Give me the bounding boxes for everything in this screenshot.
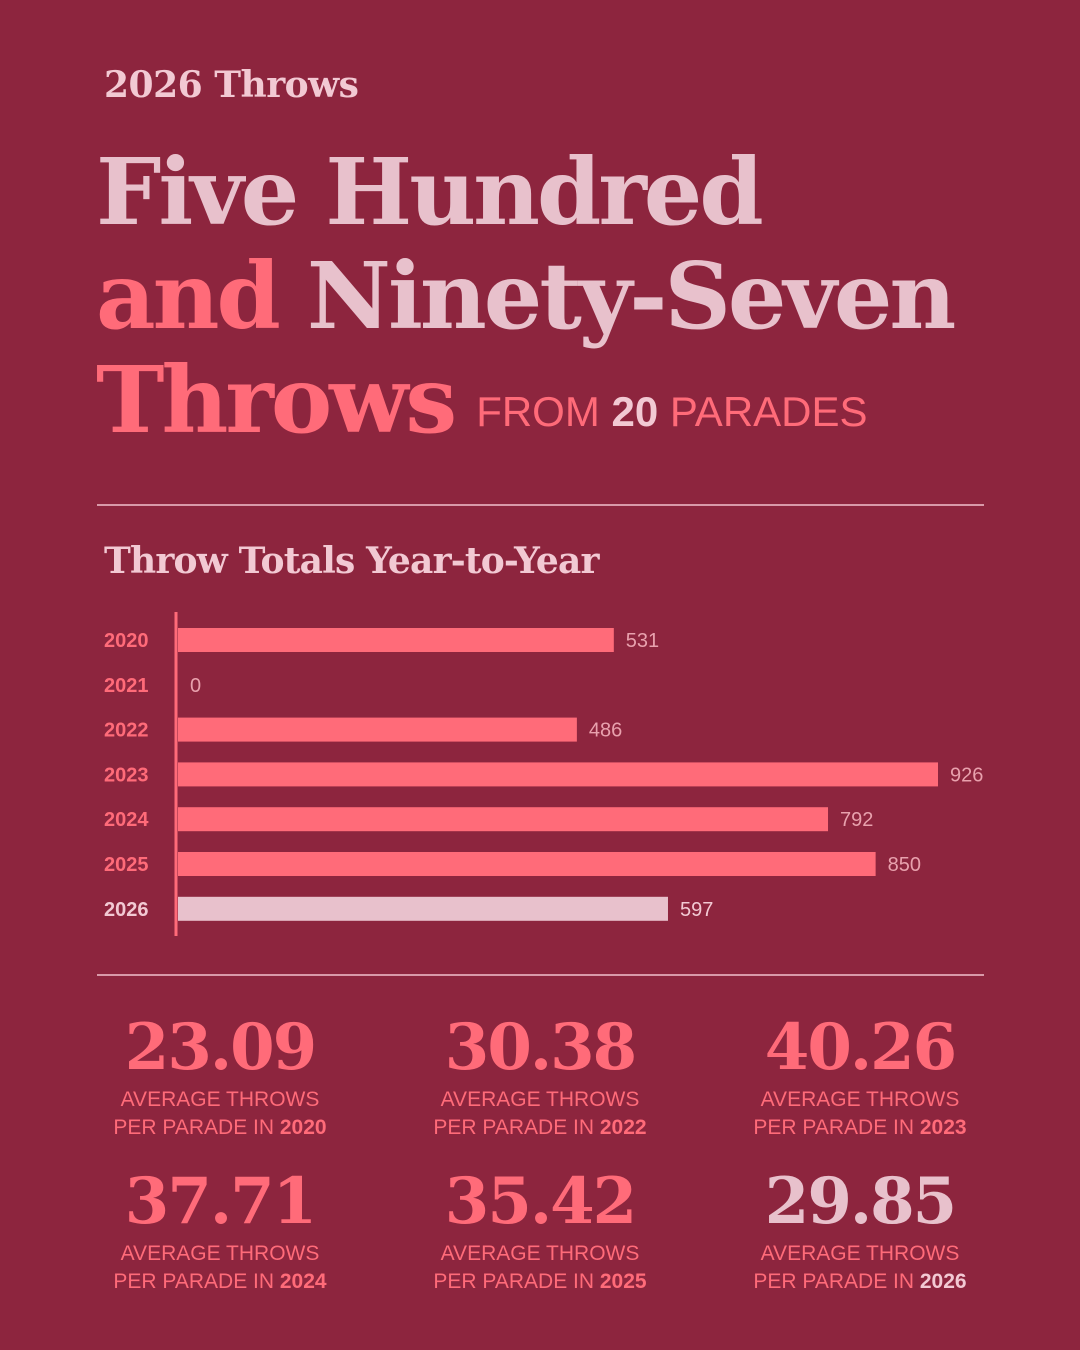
- stat-caption-prefix: PER PARADE IN: [433, 1270, 600, 1293]
- bar-2024: [178, 807, 829, 832]
- stat-caption-line-1: AVERAGE THROWS: [440, 1088, 640, 1111]
- stat-value: 37.71: [124, 1164, 317, 1239]
- year-label-2021: 2021: [104, 675, 149, 697]
- headline-throws-word: Throws: [96, 346, 457, 454]
- stat-value: 35.42: [444, 1164, 637, 1239]
- stat-card-2022: 30.38 AVERAGE THROWS PER PARADE IN 2022: [380, 1010, 700, 1142]
- value-label-2025: 850: [888, 854, 921, 876]
- average-stats-grid: 23.09 AVERAGE THROWS PER PARADE IN 2020 30.…: [60, 1010, 1020, 1296]
- stat-caption-line-1: AVERAGE THROWS: [440, 1242, 640, 1265]
- bar-2020: [178, 628, 614, 652]
- stat-caption-prefix: PER PARADE IN: [113, 1270, 280, 1293]
- stat-card-2026: 29.85 AVERAGE THROWS PER PARADE IN 2026: [700, 1164, 1020, 1296]
- from-suffix: PARADES: [669, 388, 868, 435]
- value-label-2024: 792: [840, 809, 873, 831]
- stat-value: 30.38: [444, 1010, 637, 1085]
- year-label-2025: 2025: [104, 854, 149, 876]
- parade-count: 20: [611, 388, 659, 435]
- headline-line-2: and Ninety-Seven: [96, 244, 1036, 348]
- stat-card-2020: 23.09 AVERAGE THROWS PER PARADE IN 2020: [60, 1010, 380, 1142]
- bar-2025: [178, 852, 876, 876]
- stat-caption-line-2: PER PARADE IN 2025: [380, 1268, 700, 1296]
- year-label-2023: 2023: [104, 764, 149, 786]
- stat-caption-line-1: AVERAGE THROWS: [760, 1088, 960, 1111]
- stat-caption-prefix: PER PARADE IN: [753, 1116, 920, 1139]
- stat-caption-prefix: PER PARADE IN: [113, 1116, 280, 1139]
- bar-2026: [178, 896, 668, 921]
- from-prefix: FROM: [476, 388, 600, 435]
- stat-card-2025: 35.42 AVERAGE THROWS PER PARADE IN 2025: [380, 1164, 700, 1296]
- divider-top: [97, 504, 984, 506]
- stat-value: 29.85: [764, 1164, 957, 1239]
- stat-card-2024: 37.71 AVERAGE THROWS PER PARADE IN 2024: [60, 1164, 380, 1296]
- headline: Five Hundred and Ninety-Seven Throws FROM…: [96, 140, 1036, 464]
- stat-card-2023: 40.26 AVERAGE THROWS PER PARADE IN 2023: [700, 1010, 1020, 1142]
- stat-caption-line-2: PER PARADE IN 2026: [700, 1268, 1020, 1296]
- year-label-2026: 2026: [104, 899, 149, 921]
- stat-caption-line-2: PER PARADE IN 2022: [380, 1114, 700, 1142]
- headline-accent-word: and: [96, 242, 281, 350]
- year-label-2022: 2022: [104, 720, 149, 742]
- value-label-2026: 597: [680, 899, 713, 921]
- stat-year: 2024: [279, 1270, 327, 1293]
- stat-caption-line-2: PER PARADE IN 2023: [700, 1114, 1020, 1142]
- headline-line-1: Five Hundred: [96, 138, 764, 246]
- stat-caption-prefix: PER PARADE IN: [753, 1270, 920, 1293]
- stat-caption-line-1: AVERAGE THROWS: [760, 1242, 960, 1265]
- bar-2022: [178, 717, 577, 742]
- year-label-2024: 2024: [104, 809, 149, 831]
- stat-year: 2023: [919, 1116, 967, 1139]
- stat-caption-prefix: PER PARADE IN: [433, 1116, 600, 1139]
- stat-caption-line-2: PER PARADE IN 2024: [60, 1268, 380, 1296]
- stat-value: 23.09: [124, 1010, 317, 1085]
- headline-line-2-rest: Ninety-Seven: [306, 242, 956, 350]
- bar-2023: [178, 762, 938, 787]
- value-label-2020: 531: [626, 630, 659, 652]
- stat-year: 2025: [599, 1270, 647, 1293]
- chart-title: Throw Totals Year-to-Year: [104, 540, 599, 582]
- value-label-2023: 926: [950, 764, 983, 786]
- value-label-2022: 486: [589, 720, 622, 742]
- year-label-2020: 2020: [104, 630, 149, 652]
- stat-year: 2026: [919, 1270, 967, 1293]
- stat-caption-line-1: AVERAGE THROWS: [120, 1088, 320, 1111]
- stat-year: 2020: [279, 1116, 327, 1139]
- parade-count-subtitle: FROM 20 PARADES: [476, 388, 867, 435]
- headline-line-3: Throws FROM 20 PARADES: [96, 348, 1036, 464]
- stat-year: 2022: [599, 1116, 647, 1139]
- kicker-title: 2026 Throws: [104, 64, 359, 106]
- stat-value: 40.26: [764, 1010, 957, 1085]
- stat-caption-line-2: PER PARADE IN 2020: [60, 1114, 380, 1142]
- value-label-2021: 0: [190, 675, 201, 697]
- stat-caption-line-1: AVERAGE THROWS: [120, 1242, 320, 1265]
- divider-bottom: [97, 974, 984, 976]
